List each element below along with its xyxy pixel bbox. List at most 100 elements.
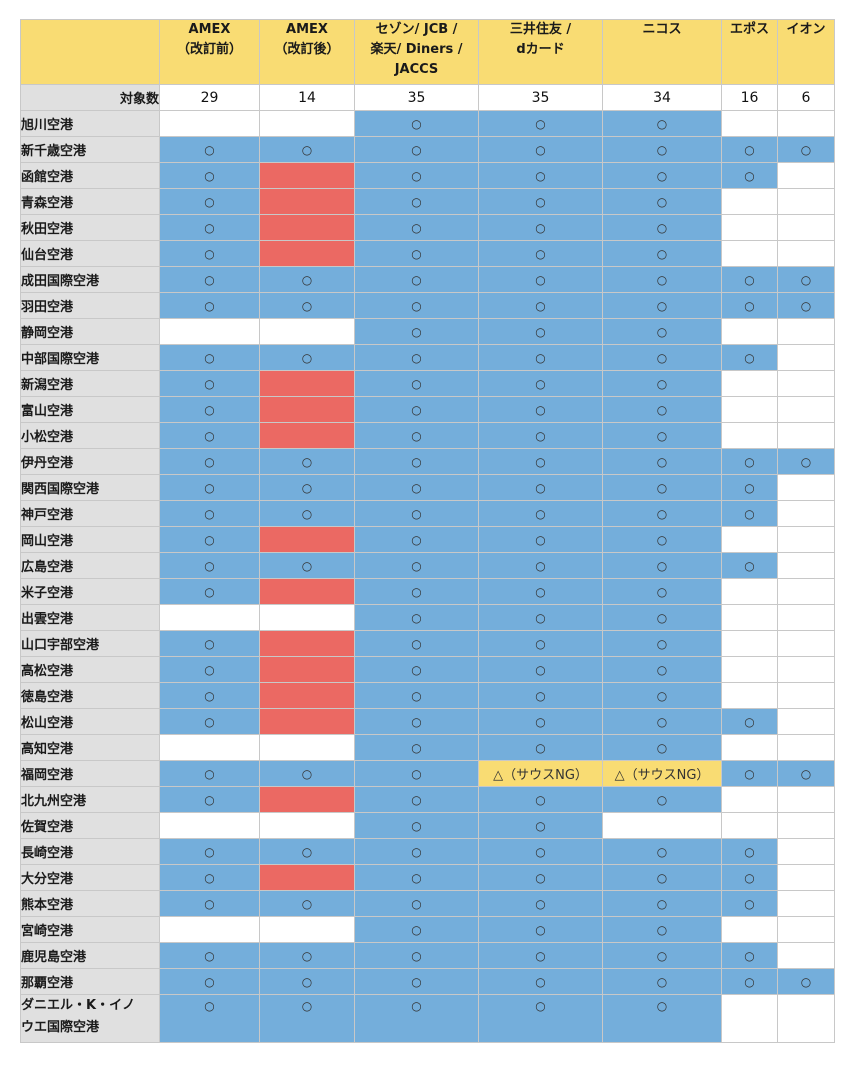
table-row: 熊本空港 ○ ○ ○ ○ ○ ○	[20, 890, 835, 917]
airport-name: 小松空港	[20, 422, 160, 449]
availability-cell: ○	[354, 734, 479, 761]
availability-cell: ○	[478, 838, 603, 865]
availability-cell: ○	[159, 578, 260, 605]
airport-name: 長崎空港	[20, 838, 160, 865]
availability-cell: ○	[159, 864, 260, 891]
header-nicos: ニコス	[602, 19, 722, 85]
availability-cell	[777, 890, 835, 917]
availability-cell: ○	[354, 890, 479, 917]
availability-cell	[721, 214, 778, 241]
availability-cell: ○	[602, 786, 722, 813]
availability-cell	[259, 708, 355, 735]
airport-name: 新潟空港	[20, 370, 160, 397]
availability-cell: ○	[602, 838, 722, 865]
availability-cell: ○	[159, 474, 260, 501]
availability-cell: ○	[159, 370, 260, 397]
availability-cell	[777, 370, 835, 397]
availability-cell: ○	[602, 422, 722, 449]
airport-name: 富山空港	[20, 396, 160, 423]
availability-cell: ○	[354, 604, 479, 631]
availability-cell: ○	[159, 552, 260, 579]
availability-cell	[777, 500, 835, 527]
availability-cell: ○	[721, 162, 778, 189]
availability-cell	[721, 110, 778, 137]
availability-cell: ○	[354, 838, 479, 865]
airport-name: 岡山空港	[20, 526, 160, 553]
availability-cell	[777, 318, 835, 345]
header-amex-after: AMEX （改訂後）	[259, 19, 355, 85]
airport-name: 羽田空港	[20, 292, 160, 319]
availability-cell: ○	[602, 682, 722, 709]
table-row: 広島空港 ○ ○ ○ ○ ○ ○	[20, 552, 835, 579]
availability-cell: ○	[602, 110, 722, 137]
availability-cell: ○	[159, 994, 260, 1043]
availability-cell: ○	[478, 552, 603, 579]
table-row: 函館空港 ○ ○ ○ ○ ○	[20, 162, 835, 189]
availability-cell	[721, 396, 778, 423]
availability-cell: △（サウスNG）	[478, 760, 603, 787]
table-row: 中部国際空港 ○ ○ ○ ○ ○ ○	[20, 344, 835, 371]
availability-cell: ○	[259, 968, 355, 995]
availability-cell: ○	[354, 994, 479, 1043]
count-cell: 35	[478, 84, 603, 111]
availability-cell: ○	[721, 500, 778, 527]
table-row: 高知空港 ○ ○ ○	[20, 734, 835, 761]
availability-cell	[721, 682, 778, 709]
availability-cell	[777, 786, 835, 813]
availability-cell: ○	[159, 240, 260, 267]
airport-name: 秋田空港	[20, 214, 160, 241]
availability-cell	[777, 734, 835, 761]
availability-cell	[721, 604, 778, 631]
availability-cell: ○	[354, 370, 479, 397]
airport-name: 神戸空港	[20, 500, 160, 527]
availability-cell: ○	[478, 786, 603, 813]
availability-cell	[259, 916, 355, 943]
availability-cell: ○	[354, 786, 479, 813]
availability-cell: ○	[721, 942, 778, 969]
availability-cell	[721, 916, 778, 943]
availability-cell: ○	[159, 838, 260, 865]
table-row: 那覇空港 ○ ○ ○ ○ ○ ○ ○	[20, 968, 835, 995]
availability-cell	[777, 110, 835, 137]
availability-cell: ○	[354, 266, 479, 293]
availability-cell: ○	[259, 552, 355, 579]
availability-cell: ○	[354, 292, 479, 319]
availability-cell	[777, 552, 835, 579]
availability-cell	[721, 578, 778, 605]
availability-cell: ○	[159, 344, 260, 371]
table-row: 福岡空港 ○ ○ ○ △（サウスNG） △（サウスNG） ○ ○	[20, 760, 835, 787]
availability-cell: ○	[354, 968, 479, 995]
availability-cell: ○	[259, 136, 355, 163]
availability-cell: ○	[478, 292, 603, 319]
availability-cell: ○	[354, 396, 479, 423]
table-row: 関西国際空港 ○ ○ ○ ○ ○ ○	[20, 474, 835, 501]
availability-cell	[259, 162, 355, 189]
availability-cell: ○	[478, 136, 603, 163]
header-amex-before: AMEX （改訂前）	[159, 19, 260, 85]
table-row: 鹿児島空港 ○ ○ ○ ○ ○ ○	[20, 942, 835, 969]
airport-name: 中部国際空港	[20, 344, 160, 371]
airport-name: 熊本空港	[20, 890, 160, 917]
header-row: AMEX （改訂前） AMEX （改訂後） セゾン/ JCB / 楽天/ Din…	[20, 19, 835, 85]
availability-cell: ○	[159, 500, 260, 527]
table-row: 松山空港 ○ ○ ○ ○ ○	[20, 708, 835, 735]
availability-cell: ○	[602, 968, 722, 995]
table-row: 高松空港 ○ ○ ○ ○	[20, 656, 835, 683]
availability-cell	[259, 682, 355, 709]
table-row: 富山空港 ○ ○ ○ ○	[20, 396, 835, 423]
availability-cell: ○	[159, 656, 260, 683]
availability-cell: ○	[259, 500, 355, 527]
availability-cell	[259, 110, 355, 137]
availability-cell: ○	[159, 448, 260, 475]
availability-cell: ○	[259, 448, 355, 475]
availability-cell	[777, 188, 835, 215]
availability-cell: ○	[354, 812, 479, 839]
availability-cell	[777, 708, 835, 735]
table-row: 神戸空港 ○ ○ ○ ○ ○ ○	[20, 500, 835, 527]
availability-cell	[777, 578, 835, 605]
availability-cell: ○	[721, 838, 778, 865]
availability-cell: ○	[159, 942, 260, 969]
availability-cell: ○	[602, 500, 722, 527]
availability-cell: ○	[602, 734, 722, 761]
availability-cell: ○	[478, 422, 603, 449]
